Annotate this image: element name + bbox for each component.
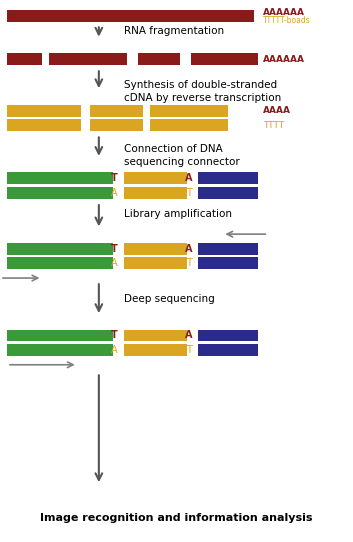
Bar [7, 330, 113, 341]
Text: A: A [185, 331, 193, 340]
Bar [198, 344, 258, 356]
Text: AAAAAA: AAAAAA [263, 8, 305, 17]
Bar [7, 172, 113, 184]
Bar [198, 172, 258, 184]
Text: T: T [111, 173, 118, 183]
Text: T: T [186, 345, 192, 355]
Text: T: T [186, 259, 192, 268]
Bar [90, 105, 143, 117]
Bar [150, 119, 228, 131]
Bar [7, 119, 81, 131]
Bar [7, 187, 113, 199]
Text: A: A [185, 244, 193, 254]
Bar [7, 105, 81, 117]
Bar [138, 53, 180, 65]
Text: T: T [111, 244, 118, 254]
Text: TTTT: TTTT [263, 121, 284, 130]
Bar [124, 243, 187, 255]
Bar [124, 257, 187, 269]
Text: A: A [112, 345, 118, 355]
Text: Image recognition and information analysis: Image recognition and information analys… [40, 513, 313, 522]
Text: A: A [185, 173, 193, 183]
Bar [124, 187, 187, 199]
Text: Synthesis of double-stranded
cDNA by reverse transcription: Synthesis of double-stranded cDNA by rev… [124, 80, 281, 104]
Text: A: A [112, 259, 118, 268]
Text: Library amplification: Library amplification [124, 209, 232, 219]
Bar [191, 53, 258, 65]
Bar [7, 243, 113, 255]
Bar [198, 243, 258, 255]
Text: A: A [112, 188, 118, 198]
Bar [124, 344, 187, 356]
Bar [198, 187, 258, 199]
Bar [198, 257, 258, 269]
Bar [150, 105, 228, 117]
Text: T: T [186, 188, 192, 198]
Text: RNA fragmentation: RNA fragmentation [124, 25, 224, 36]
Bar [124, 330, 187, 341]
Bar [7, 10, 254, 22]
Bar [7, 344, 113, 356]
Bar [124, 172, 187, 184]
Text: Connection of DNA
sequencing connector: Connection of DNA sequencing connector [124, 144, 239, 167]
Bar [90, 119, 143, 131]
Bar [7, 257, 113, 269]
Text: T: T [111, 331, 118, 340]
Text: AAAAAA: AAAAAA [263, 55, 305, 63]
Text: TTTTT-boads: TTTTT-boads [263, 16, 311, 25]
Bar [7, 53, 42, 65]
Text: AAAA: AAAA [263, 106, 291, 115]
Text: Deep sequencing: Deep sequencing [124, 294, 214, 304]
Bar [49, 53, 127, 65]
Bar [198, 330, 258, 341]
